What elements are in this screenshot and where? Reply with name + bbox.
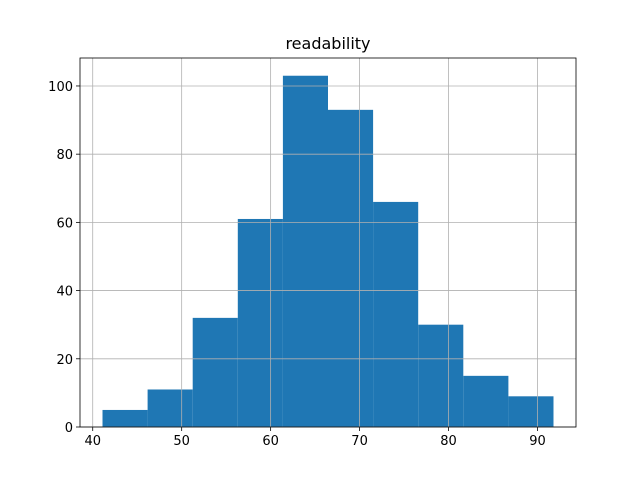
x-tick-label: 90 <box>529 434 546 449</box>
x-tick-label: 50 <box>173 434 190 449</box>
bar <box>282 75 328 427</box>
bar <box>463 375 509 427</box>
y-tick-label: 0 <box>65 421 73 436</box>
bar <box>328 109 374 427</box>
bar <box>237 218 283 427</box>
y-tick-label: 100 <box>48 80 73 95</box>
chart-title: readability <box>285 34 370 53</box>
y-tick-label: 20 <box>56 353 73 368</box>
bar <box>147 389 193 427</box>
bar <box>508 396 554 427</box>
y-tick-label: 80 <box>56 148 73 163</box>
y-tick-label: 40 <box>56 285 73 300</box>
bar <box>373 201 419 427</box>
bar <box>192 317 238 427</box>
x-tick-label: 60 <box>262 434 279 449</box>
x-tick-label: 80 <box>440 434 457 449</box>
x-tick-label: 70 <box>351 434 368 449</box>
plot-frame <box>79 57 577 428</box>
bar <box>418 324 464 427</box>
x-tick-label: 40 <box>84 434 101 449</box>
y-tick-label: 60 <box>56 216 73 231</box>
bar <box>102 409 148 427</box>
